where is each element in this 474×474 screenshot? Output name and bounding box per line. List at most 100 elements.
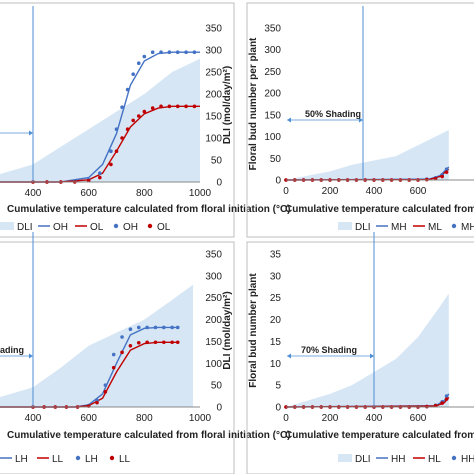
shading-label: 50% Shading bbox=[305, 109, 361, 119]
y-tick-label: 250 bbox=[205, 68, 222, 79]
legend-label: HH bbox=[461, 454, 474, 465]
legend: DLI MH ML MH bbox=[338, 222, 474, 233]
y-tick-label: 250 bbox=[205, 293, 222, 304]
legend-label: LH bbox=[15, 454, 28, 465]
y-axis-label: Floral bud number plant bbox=[248, 273, 259, 388]
legend-swatch-dot bbox=[451, 223, 457, 229]
x-tick-label: 1000 bbox=[189, 188, 212, 199]
legend-label: LH bbox=[85, 454, 98, 465]
y-tick-label: 350 bbox=[205, 250, 222, 261]
data-point-ml bbox=[440, 174, 445, 179]
legend-label: DLI bbox=[17, 222, 33, 233]
data-point-oh bbox=[167, 50, 172, 54]
y-tick-label: 0 bbox=[216, 403, 222, 414]
x-tick-label: 1000 bbox=[189, 413, 212, 424]
data-point-ol bbox=[131, 118, 135, 123]
y-tick-label: 30 bbox=[270, 271, 282, 282]
data-point-ll bbox=[175, 340, 180, 345]
y2-axis-label: DLI (mol/day/m²) bbox=[222, 291, 233, 369]
data-point-mh bbox=[444, 167, 449, 171]
data-point-ol bbox=[175, 104, 180, 109]
data-point-ol bbox=[167, 104, 172, 109]
y-tick-label: 300 bbox=[205, 46, 222, 57]
legend-swatch-dot bbox=[75, 455, 81, 461]
shading-arrow-tail bbox=[287, 353, 291, 359]
panel-top-left: 400 600 800 1000050100150200250300350Cumula… bbox=[0, 2, 291, 238]
x-tick-label: 200 bbox=[322, 186, 339, 197]
data-point-oh bbox=[175, 50, 180, 54]
data-point-hl bbox=[444, 397, 449, 401]
legend-label: MH bbox=[461, 222, 474, 233]
y-tick-label: 250 bbox=[264, 67, 281, 78]
y-tick-label: 350 bbox=[264, 24, 281, 35]
y2-axis-label: DLI (mol/day/m²) bbox=[222, 66, 233, 144]
data-point-ol bbox=[125, 127, 130, 131]
legend-label: OL bbox=[157, 222, 171, 233]
legend: DLI OH OL OH OL bbox=[0, 222, 171, 233]
y-tick-label: 5 bbox=[275, 381, 281, 392]
x-tick-label: 600 bbox=[80, 413, 97, 424]
legend: LH LL LH LL bbox=[0, 454, 131, 465]
data-point-ll bbox=[103, 389, 108, 394]
x-tick-label: 600 bbox=[80, 188, 97, 199]
x-tick-label: 400 bbox=[366, 186, 383, 197]
data-point-lh bbox=[145, 325, 149, 330]
shading-arrow-tail bbox=[287, 117, 291, 123]
data-point-oh bbox=[120, 105, 124, 109]
data-point-ol bbox=[184, 104, 188, 109]
panel-bottom-right: 70% Shading 0 200 400 600 0 5 10 15 20 25 30 35 Cumul… bbox=[246, 232, 474, 474]
data-point-oh bbox=[142, 54, 147, 59]
legend-label: OH bbox=[123, 222, 138, 233]
x-tick-label: 600 bbox=[410, 186, 427, 197]
data-point-oh bbox=[109, 149, 113, 153]
y-tick-label: 25 bbox=[270, 293, 282, 304]
x-axis-label: Cumulative temperature calculated from f… bbox=[7, 430, 291, 441]
data-point-ll bbox=[111, 365, 116, 370]
y-tick-label: 300 bbox=[205, 271, 222, 282]
panel-frame bbox=[246, 2, 474, 238]
legend-swatch-dot bbox=[109, 455, 115, 461]
data-point-ll bbox=[136, 340, 141, 345]
y-tick-label: 300 bbox=[264, 45, 281, 56]
data-point-lh bbox=[111, 352, 116, 357]
data-point-ll bbox=[145, 340, 149, 345]
panel-frame bbox=[0, 241, 235, 474]
y-tick-label: 150 bbox=[264, 110, 281, 121]
y-tick-label: 150 bbox=[205, 337, 222, 348]
data-point-ol bbox=[150, 106, 155, 110]
y-tick-label: 35 bbox=[270, 250, 282, 261]
y-tick-label: 0 bbox=[275, 403, 281, 414]
x-axis-label: Cumulative temperature calculated from f… bbox=[285, 204, 474, 215]
data-point-oh bbox=[136, 61, 141, 65]
y-tick-label: 200 bbox=[264, 89, 281, 100]
data-point-oh bbox=[192, 50, 197, 54]
legend-label: HH bbox=[391, 454, 405, 465]
legend-swatch-dot bbox=[147, 223, 153, 229]
shading-label: 70% Shading bbox=[301, 345, 357, 355]
x-tick-label: 400 bbox=[25, 188, 42, 199]
y-tick-label: 100 bbox=[264, 132, 281, 143]
data-point-ol bbox=[136, 114, 141, 118]
legend-label: ML bbox=[428, 222, 442, 233]
legend-swatch-dli bbox=[0, 222, 14, 230]
dli-area bbox=[286, 130, 449, 180]
data-point-oh bbox=[98, 171, 102, 175]
y-tick-label: 200 bbox=[205, 90, 222, 101]
x-tick-label: 600 bbox=[410, 413, 427, 424]
legend-label: OL bbox=[90, 222, 104, 233]
legend-label: HL bbox=[428, 454, 441, 465]
x-tick-label: 0 bbox=[283, 413, 289, 424]
data-point-ol bbox=[109, 162, 113, 167]
x-tick-label: 800 bbox=[136, 188, 153, 199]
legend-swatch-dot bbox=[451, 455, 457, 461]
dli-area bbox=[0, 58, 200, 182]
data-point-ol bbox=[98, 175, 102, 180]
data-point-ol bbox=[142, 109, 147, 114]
legend: DLI HH HL HH bbox=[338, 454, 474, 465]
x-tick-label: 400 bbox=[366, 413, 383, 424]
data-point-lh bbox=[162, 325, 166, 330]
legend-label: LL bbox=[52, 454, 64, 465]
legend-label: LL bbox=[119, 454, 131, 465]
